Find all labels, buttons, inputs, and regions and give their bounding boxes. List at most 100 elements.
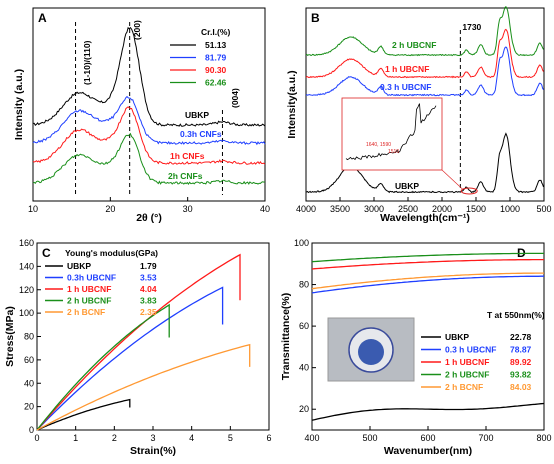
d-ytick-label: 20 (299, 404, 309, 414)
d-series-line (311, 275, 544, 294)
c-ytick-label: 20 (24, 402, 34, 412)
panel-c-frame (36, 242, 270, 431)
d-ytick-label: 100 (294, 238, 309, 248)
b-inset-label: 1510 (388, 149, 399, 155)
b-xtick-label: 3500 (330, 204, 350, 214)
a-series-label: 2h CNFs (168, 171, 203, 181)
d-ytick-label: 80 (299, 280, 309, 290)
c-ytick-label: 100 (19, 308, 34, 318)
b-series-line (305, 46, 544, 97)
a-legend-value: 81.79 (205, 53, 227, 63)
c-xtick-label: 6 (266, 433, 271, 443)
d-legend-name: 0.3 h UBCNF (445, 345, 496, 355)
d-series-line (311, 258, 544, 270)
b-xtick-label: 3000 (364, 204, 384, 214)
c-xtick-label: 0 (34, 433, 39, 443)
b-inset-label: 1640, 1590 (366, 142, 391, 148)
d-legend-value: 84.03 (510, 382, 532, 392)
c-xtick-label: 2 (112, 433, 117, 443)
d-legend-value: 89.92 (510, 357, 532, 367)
a-legend-value: 90.30 (205, 65, 227, 75)
panel-c-label: C (42, 246, 51, 260)
a-xtick-label: 10 (28, 204, 38, 214)
d-legend-name: 2 h BCNF (445, 382, 483, 392)
panel-a-frame (32, 7, 266, 202)
a-ylabel: Intensity (a.u.) (13, 69, 25, 140)
d-legend-name: 1 h UBCNF (445, 357, 489, 367)
a-series-line (32, 106, 266, 165)
c-xtick-label: 1 (73, 433, 78, 443)
b-inset-line (345, 103, 437, 161)
d-ytick-label: 60 (299, 321, 309, 331)
b-xtick-label: 500 (536, 204, 551, 214)
c-legend-name: 2 h BCNF (67, 307, 105, 317)
a-xtick-label: 40 (260, 204, 270, 214)
b-series-line (305, 5, 544, 57)
b-series-line (305, 28, 544, 79)
d-legend-value: 22.78 (510, 332, 532, 342)
b-xtick-label: 2000 (432, 204, 452, 214)
c-ytick-label: 140 (19, 261, 34, 271)
c-ytick-label: 80 (24, 332, 34, 342)
d-legend-value: 78.87 (510, 345, 532, 355)
d-series-line (311, 402, 545, 421)
c-legend-value: 1.79 (140, 261, 157, 271)
a-legend-value: 62.46 (205, 78, 227, 88)
c-ytick-label: 160 (19, 238, 34, 248)
c-xtick-label: 4 (189, 433, 194, 443)
d-xtick-label: 800 (536, 433, 551, 443)
a-series-label: 1h CNFs (170, 151, 205, 161)
d-legend-name: UBKP (445, 332, 469, 342)
c-legend-name: UBKP (67, 261, 91, 271)
b-xlabel: Wavelength(cm⁻¹) (380, 212, 470, 224)
a-series-line (32, 26, 266, 127)
c-series-line (36, 398, 131, 431)
c-legend-value: 3.53 (140, 273, 157, 283)
b-series-label: 2 h UBCNF (392, 40, 436, 50)
d-xtick-label: 700 (478, 433, 493, 443)
a-xtick-label: 30 (183, 204, 193, 214)
d-legend-name: 2 h UBCNF (445, 370, 489, 380)
b-xtick-label: 4000 (296, 204, 316, 214)
d-series-line (311, 252, 544, 263)
c-legend-name: 2 h UBCNF (67, 296, 111, 306)
a-series-line (32, 95, 266, 146)
b-ylabel: Intensity(a.u.) (286, 70, 298, 138)
d-xtick-label: 600 (420, 433, 435, 443)
d-series-line (311, 272, 544, 290)
c-legend-value: 3.83 (140, 296, 157, 306)
a-series-line (32, 132, 266, 185)
d-ytick-label: 40 (299, 363, 309, 373)
a-peak-label: (004) (230, 88, 240, 108)
a-peak-label: (1-10)/(110) (82, 40, 92, 85)
c-series-line (36, 286, 224, 431)
c-ylabel: Stress(MPa) (4, 306, 16, 367)
a-xtick-label: 20 (105, 204, 115, 214)
a-peak-label: (200) (132, 20, 142, 40)
a-legend-title: Cr.I.(%) (201, 27, 230, 37)
c-series-line (36, 303, 170, 431)
c-ytick-label: 60 (24, 355, 34, 365)
panel-b-frame (305, 7, 545, 202)
c-legend-name: 0.3h UBCNF (67, 273, 116, 283)
c-legend-title: Young's modulus(GPa) (65, 248, 158, 258)
c-ytick-label: 40 (24, 378, 34, 388)
c-ytick-label: 0 (29, 425, 34, 435)
b-xtick-label: 1500 (466, 204, 486, 214)
b-inset-frame (341, 97, 443, 171)
b-series-label: UBKP (395, 181, 419, 191)
d-legend-title: T at 550nm(%) (487, 310, 545, 320)
b-series-label: 0.3 h UBCNF (380, 82, 431, 92)
a-series-label: 0.3h CNFs (180, 129, 222, 139)
c-series-line (36, 343, 251, 431)
b-xtick-label: 1000 (500, 204, 520, 214)
c-legend-value: 4.04 (140, 284, 157, 294)
c-xtick-label: 3 (150, 433, 155, 443)
d-xtick-label: 400 (304, 433, 319, 443)
panel-a-label: A (38, 11, 47, 25)
b-xtick-label: 2500 (398, 204, 418, 214)
c-ytick-label: 120 (19, 285, 34, 295)
a-series-label: UBKP (185, 110, 209, 120)
b-ref-label: 1730 (462, 22, 481, 32)
